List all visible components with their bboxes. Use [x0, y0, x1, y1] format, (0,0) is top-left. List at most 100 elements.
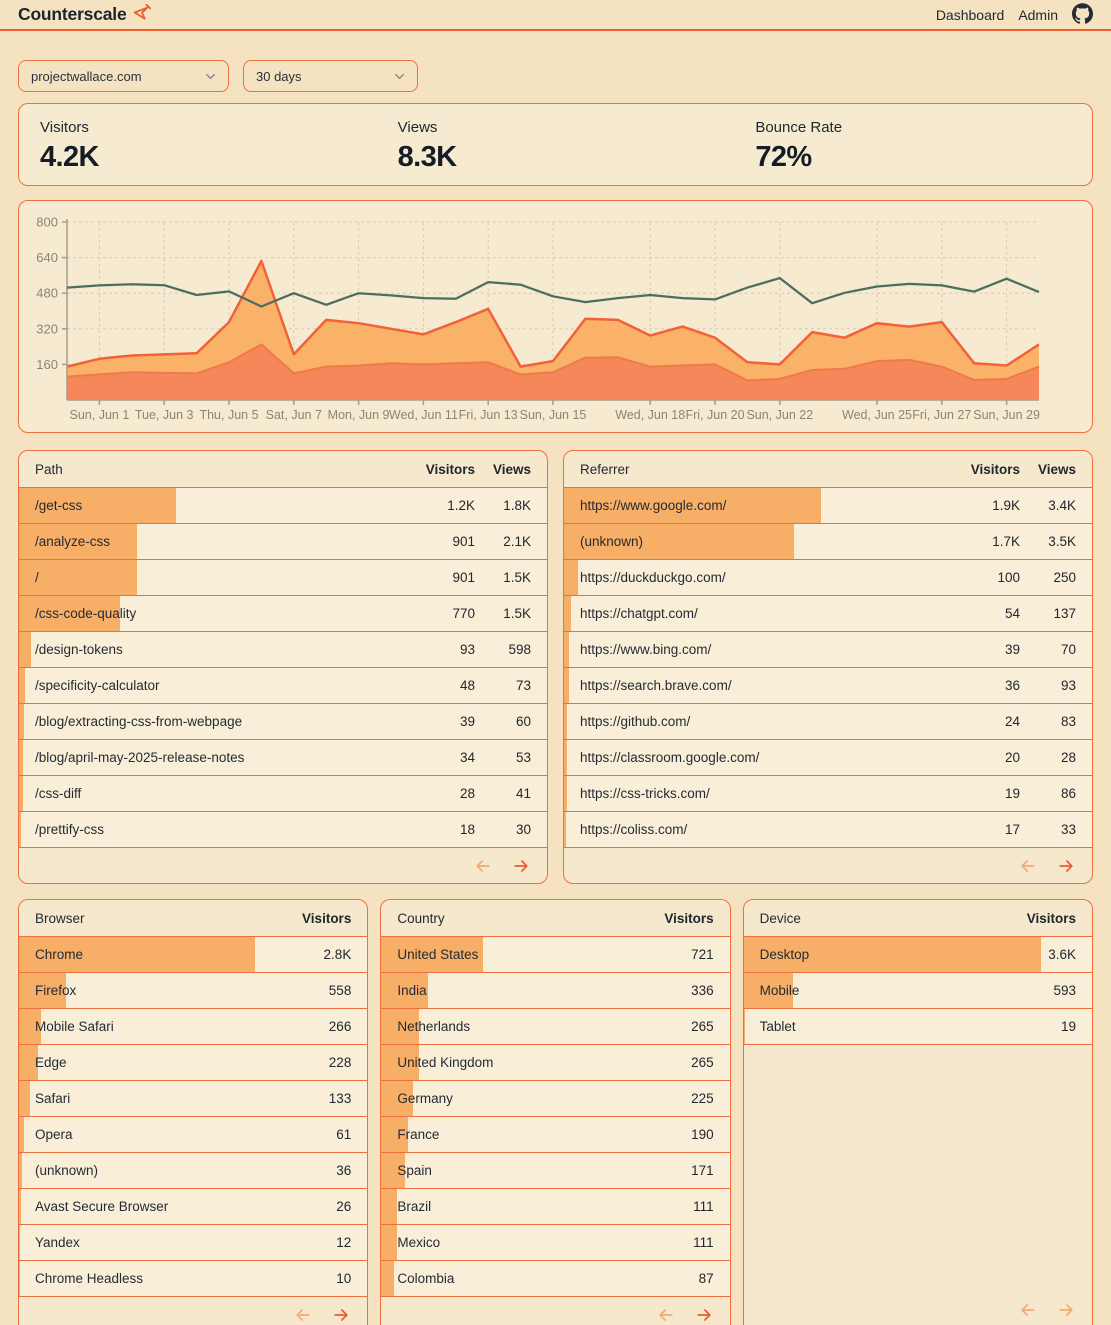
row-visitors-value: 24 [1004, 714, 1020, 729]
row-value-bar [381, 1117, 408, 1152]
row-value-bar [564, 668, 569, 703]
row-value-bar [19, 1189, 22, 1224]
row-visitors-value: 28 [459, 786, 475, 801]
nav-dashboard[interactable]: Dashboard [935, 6, 1005, 23]
row-value-bar [19, 668, 26, 703]
row-label: Colombia [397, 1271, 455, 1286]
table-body: Chrome 2.8K Firefox 558 Mobile Safari 266 Edge… [19, 937, 368, 1297]
table-row: Mobile 593 [743, 973, 1092, 1009]
prev-page-button[interactable] [293, 1305, 313, 1325]
row-label: /css-code-quality [35, 606, 137, 621]
row-visitors-value: 593 [1053, 983, 1076, 998]
site-select[interactable]: projectwallace.com [18, 60, 229, 92]
pagination [19, 1297, 367, 1325]
arrow-right-icon [334, 1308, 348, 1321]
prev-page-button[interactable] [1018, 1300, 1038, 1320]
row-value-bar [19, 1225, 20, 1260]
table-row: https://github.com/24 83 [564, 704, 1092, 740]
table-row: Safari 133 [19, 1081, 368, 1117]
table-row: https://duckduckgo.com/100 250 [564, 560, 1092, 596]
row-visitors-value: 10 [336, 1271, 352, 1286]
prev-page-button[interactable] [473, 856, 493, 876]
column-header-visitors: Visitors [664, 910, 714, 926]
row-views-value: 28 [1060, 750, 1076, 765]
column-header-referrer: Referrer [580, 461, 630, 477]
row-value-bar [743, 973, 793, 1008]
row-value-bar [19, 1153, 23, 1188]
row-value-bar [743, 937, 1042, 972]
row-value-bar [381, 1261, 394, 1296]
pagination [564, 848, 1092, 883]
arrow-left-icon [296, 1308, 310, 1321]
referrer-table-card: Referrer Visitors Views https://www.goog… [563, 450, 1093, 884]
column-header-visitors: Visitors [1026, 910, 1076, 926]
table-row: https://search.brave.com/36 93 [564, 668, 1092, 704]
stat-label: Visitors [40, 119, 89, 136]
table-row: /design-tokens 93 598 [19, 632, 547, 668]
row-value-bar [19, 1009, 42, 1044]
y-axis-label: 160 [36, 357, 58, 372]
x-axis-label: Mon, Jun 9 [328, 408, 390, 422]
prev-page-button[interactable] [656, 1305, 676, 1325]
column-header-visitors: Visitors [302, 910, 352, 926]
next-page-button[interactable] [511, 856, 531, 876]
table-header: Country Visitors [381, 900, 730, 937]
row-visitors-value: 39 [1004, 642, 1020, 657]
row-views-value: 53 [515, 750, 531, 765]
row-label: Tablet [759, 1019, 796, 1034]
row-visitors-value: 111 [693, 1235, 714, 1250]
pagination [744, 1292, 1092, 1325]
row-value-bar [381, 973, 429, 1008]
next-page-button[interactable] [331, 1305, 351, 1325]
next-page-button[interactable] [1056, 856, 1076, 876]
row-views-value: 1.8K [503, 498, 531, 513]
date-range-select[interactable]: 30 days [243, 60, 418, 92]
row-label: https://www.google.com/ [580, 498, 727, 513]
row-visitors-value: 190 [691, 1127, 714, 1142]
row-label: /css-diff [35, 786, 82, 801]
row-visitors-value: 20 [1004, 750, 1020, 765]
row-label: Avast Secure Browser [35, 1199, 169, 1214]
y-axis-label: 640 [36, 250, 58, 265]
row-views-value: 83 [1060, 714, 1076, 729]
table-row: (unknown) 36 [19, 1153, 368, 1189]
row-visitors-value: 19 [1060, 1019, 1076, 1034]
row-views-value: 250 [1053, 570, 1076, 585]
prev-page-button[interactable] [1018, 856, 1038, 876]
x-axis-label: Fri, Jun 20 [685, 408, 744, 422]
table-row: Germany 225 [381, 1081, 730, 1117]
table-row: Brazil 111 [381, 1189, 730, 1225]
chevron-down-icon [203, 69, 218, 84]
stat-label: Bounce Rate [755, 119, 843, 136]
next-page-button[interactable] [1056, 1300, 1076, 1320]
table-row: https://www.bing.com/39 70 [564, 632, 1092, 668]
row-value-bar [564, 488, 821, 523]
row-value-bar [564, 560, 578, 595]
row-visitors-value: 770 [452, 606, 475, 621]
row-visitors-value: 265 [691, 1019, 714, 1034]
table-row: https://css-tricks.com/19 86 [564, 776, 1092, 812]
github-link[interactable] [1072, 2, 1093, 27]
row-value-bar [743, 1009, 746, 1044]
next-page-button[interactable] [694, 1305, 714, 1325]
x-axis-label: Sat, Jun 7 [266, 408, 322, 422]
row-label: India [397, 983, 427, 998]
table-row: / 901 1.5K [19, 560, 547, 596]
brand-link[interactable]: Counterscale [18, 2, 153, 28]
row-value-bar [564, 596, 572, 631]
views-area [67, 260, 1039, 400]
nav-admin[interactable]: Admin [1018, 6, 1058, 23]
row-views-value: 33 [1060, 822, 1076, 837]
visitors-area-outline [66, 343, 1040, 382]
row-value-bar [19, 812, 22, 847]
arrow-right-icon [1059, 1303, 1073, 1316]
row-visitors-value: 26 [336, 1199, 352, 1214]
row-label: Yandex [35, 1235, 80, 1250]
date-range-value: 30 days [256, 68, 302, 84]
table-body: Desktop 3.6K Mobile 593 Tablet 19 [743, 937, 1092, 1045]
row-label: https://coliss.com/ [580, 822, 688, 837]
row-visitors-value: 18 [459, 822, 475, 837]
table-row: Netherlands 265 [381, 1009, 730, 1045]
row-label: https://css-tricks.com/ [580, 786, 710, 801]
table-row: https://coliss.com/17 33 [564, 812, 1092, 848]
